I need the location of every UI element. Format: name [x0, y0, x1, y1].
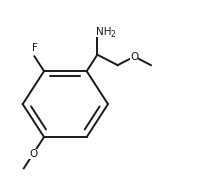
Text: O: O [130, 52, 138, 62]
Text: NH: NH [96, 27, 112, 37]
Text: 2: 2 [111, 30, 115, 39]
Text: O: O [29, 149, 38, 158]
Text: F: F [32, 43, 37, 53]
